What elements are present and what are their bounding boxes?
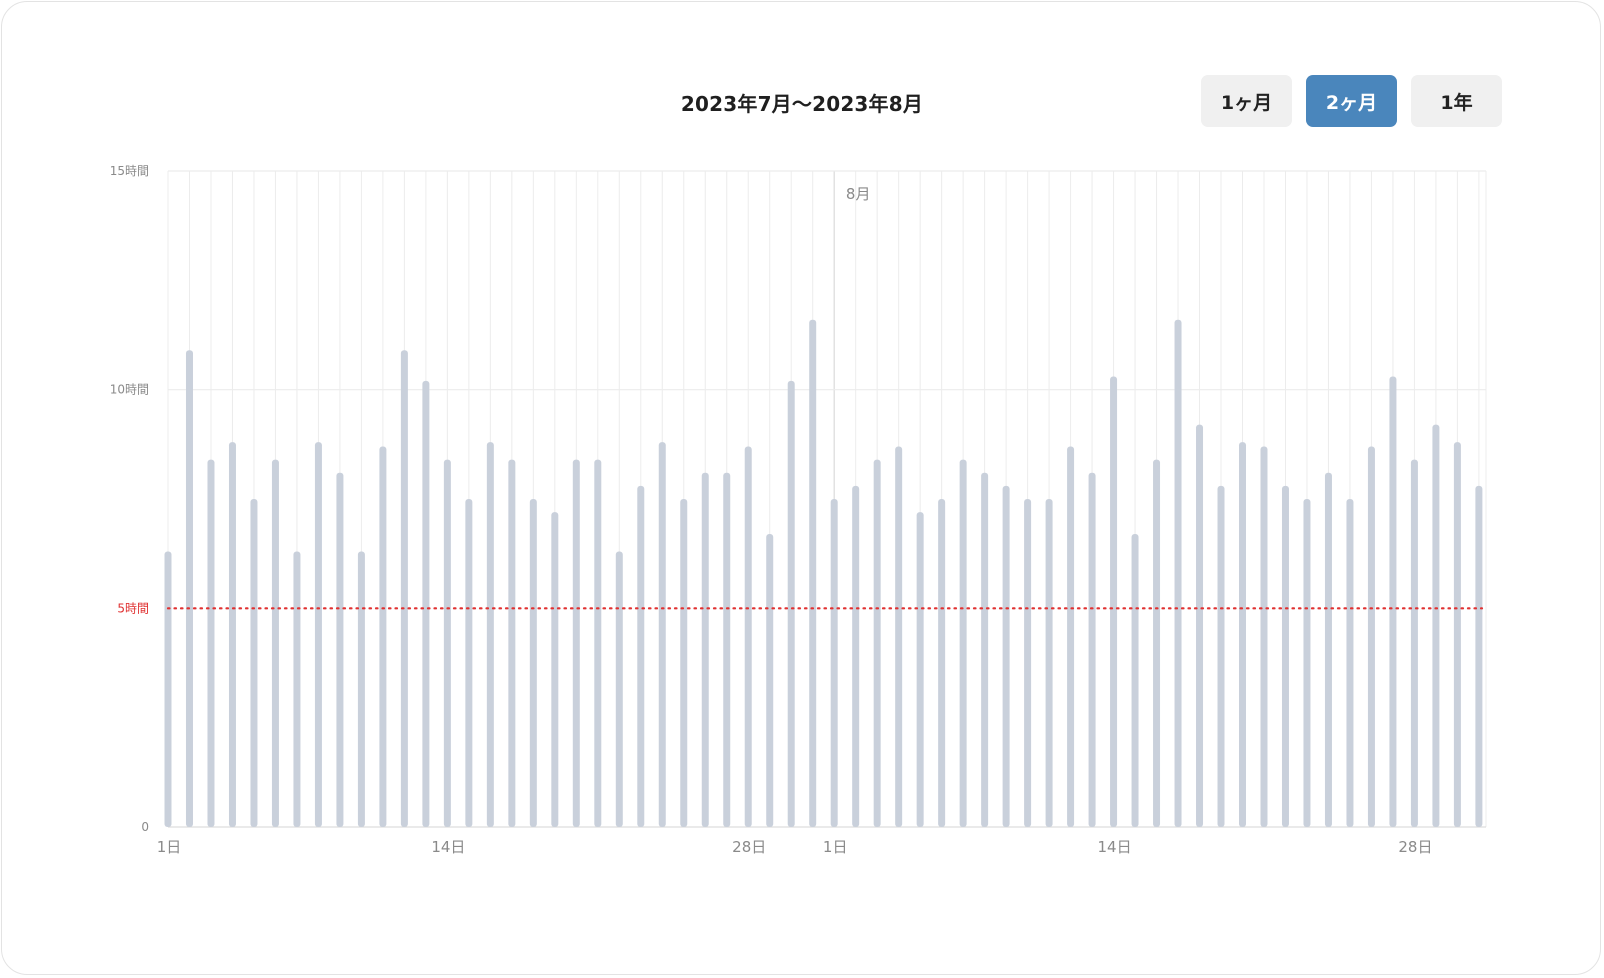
range-selector: 1ヶ月 2ヶ月 1年 — [1201, 75, 1502, 127]
x-tick-label: 28日 — [732, 838, 766, 856]
bar — [1239, 442, 1246, 827]
bar — [164, 551, 172, 827]
bar — [594, 459, 602, 827]
bar — [787, 380, 795, 827]
bar — [1367, 446, 1375, 827]
bar — [615, 551, 623, 827]
bar — [916, 512, 924, 827]
bar — [250, 499, 258, 827]
bar — [723, 472, 731, 827]
y-tick-label: 10時間 — [110, 383, 149, 397]
bar — [314, 442, 322, 827]
bar — [1260, 446, 1268, 827]
bar — [422, 380, 430, 827]
bar — [830, 499, 838, 827]
bar — [379, 446, 387, 827]
bar — [228, 442, 236, 827]
x-tick-label: 14日 — [431, 838, 465, 856]
bar — [508, 459, 516, 827]
bar — [1281, 485, 1289, 827]
bar — [1067, 446, 1075, 827]
bar — [852, 485, 860, 827]
bar — [938, 499, 946, 827]
bar — [551, 512, 559, 827]
bar — [701, 472, 709, 827]
bar — [1324, 472, 1332, 827]
bar — [959, 459, 967, 827]
bar — [1303, 499, 1311, 827]
month-marker-label: 8月 — [846, 185, 871, 203]
bar — [486, 442, 494, 827]
bar — [1002, 485, 1010, 827]
bar — [1453, 442, 1461, 827]
range-button-1-month[interactable]: 1ヶ月 — [1201, 75, 1292, 127]
bar — [658, 442, 666, 827]
x-tick-label: 1日 — [823, 838, 848, 856]
bar — [465, 499, 473, 827]
bar — [271, 459, 279, 827]
bar — [981, 472, 989, 827]
range-button-2-months[interactable]: 2ヶ月 — [1306, 75, 1397, 127]
bar — [443, 459, 451, 827]
bar — [1045, 499, 1053, 827]
bar — [1432, 424, 1440, 827]
bar — [873, 459, 881, 827]
x-tick-label: 1日 — [157, 838, 182, 856]
bar — [744, 446, 752, 827]
x-tick-label: 28日 — [1398, 838, 1432, 856]
bar — [1088, 472, 1096, 827]
x-tick-label: 14日 — [1098, 838, 1132, 856]
bar — [1110, 376, 1118, 827]
bar — [207, 459, 215, 827]
bar — [336, 472, 344, 827]
chart-title: 2023年7月〜2023年8月 — [680, 92, 924, 116]
y-tick-label: 0 — [141, 820, 149, 834]
reference-line-label: 5時間 — [117, 601, 149, 615]
bar — [1346, 499, 1354, 827]
bar — [1196, 424, 1204, 827]
range-button-1-year[interactable]: 1年 — [1411, 75, 1502, 127]
bar — [895, 446, 903, 827]
y-tick-label: 15時間 — [110, 164, 149, 178]
bar — [572, 459, 580, 827]
bar — [1174, 319, 1182, 827]
bar — [1153, 459, 1161, 827]
bar — [1131, 533, 1139, 827]
bar — [1410, 459, 1418, 827]
bar — [357, 551, 365, 827]
bar — [185, 350, 193, 827]
bar — [637, 485, 645, 827]
bar — [400, 350, 408, 827]
bar — [1217, 485, 1225, 827]
bar — [680, 499, 688, 827]
bar — [809, 319, 817, 827]
bar — [1389, 376, 1397, 827]
bar — [1475, 485, 1483, 827]
bar — [293, 551, 301, 827]
bar — [529, 499, 537, 827]
bar — [766, 533, 774, 827]
bar — [1024, 499, 1032, 827]
